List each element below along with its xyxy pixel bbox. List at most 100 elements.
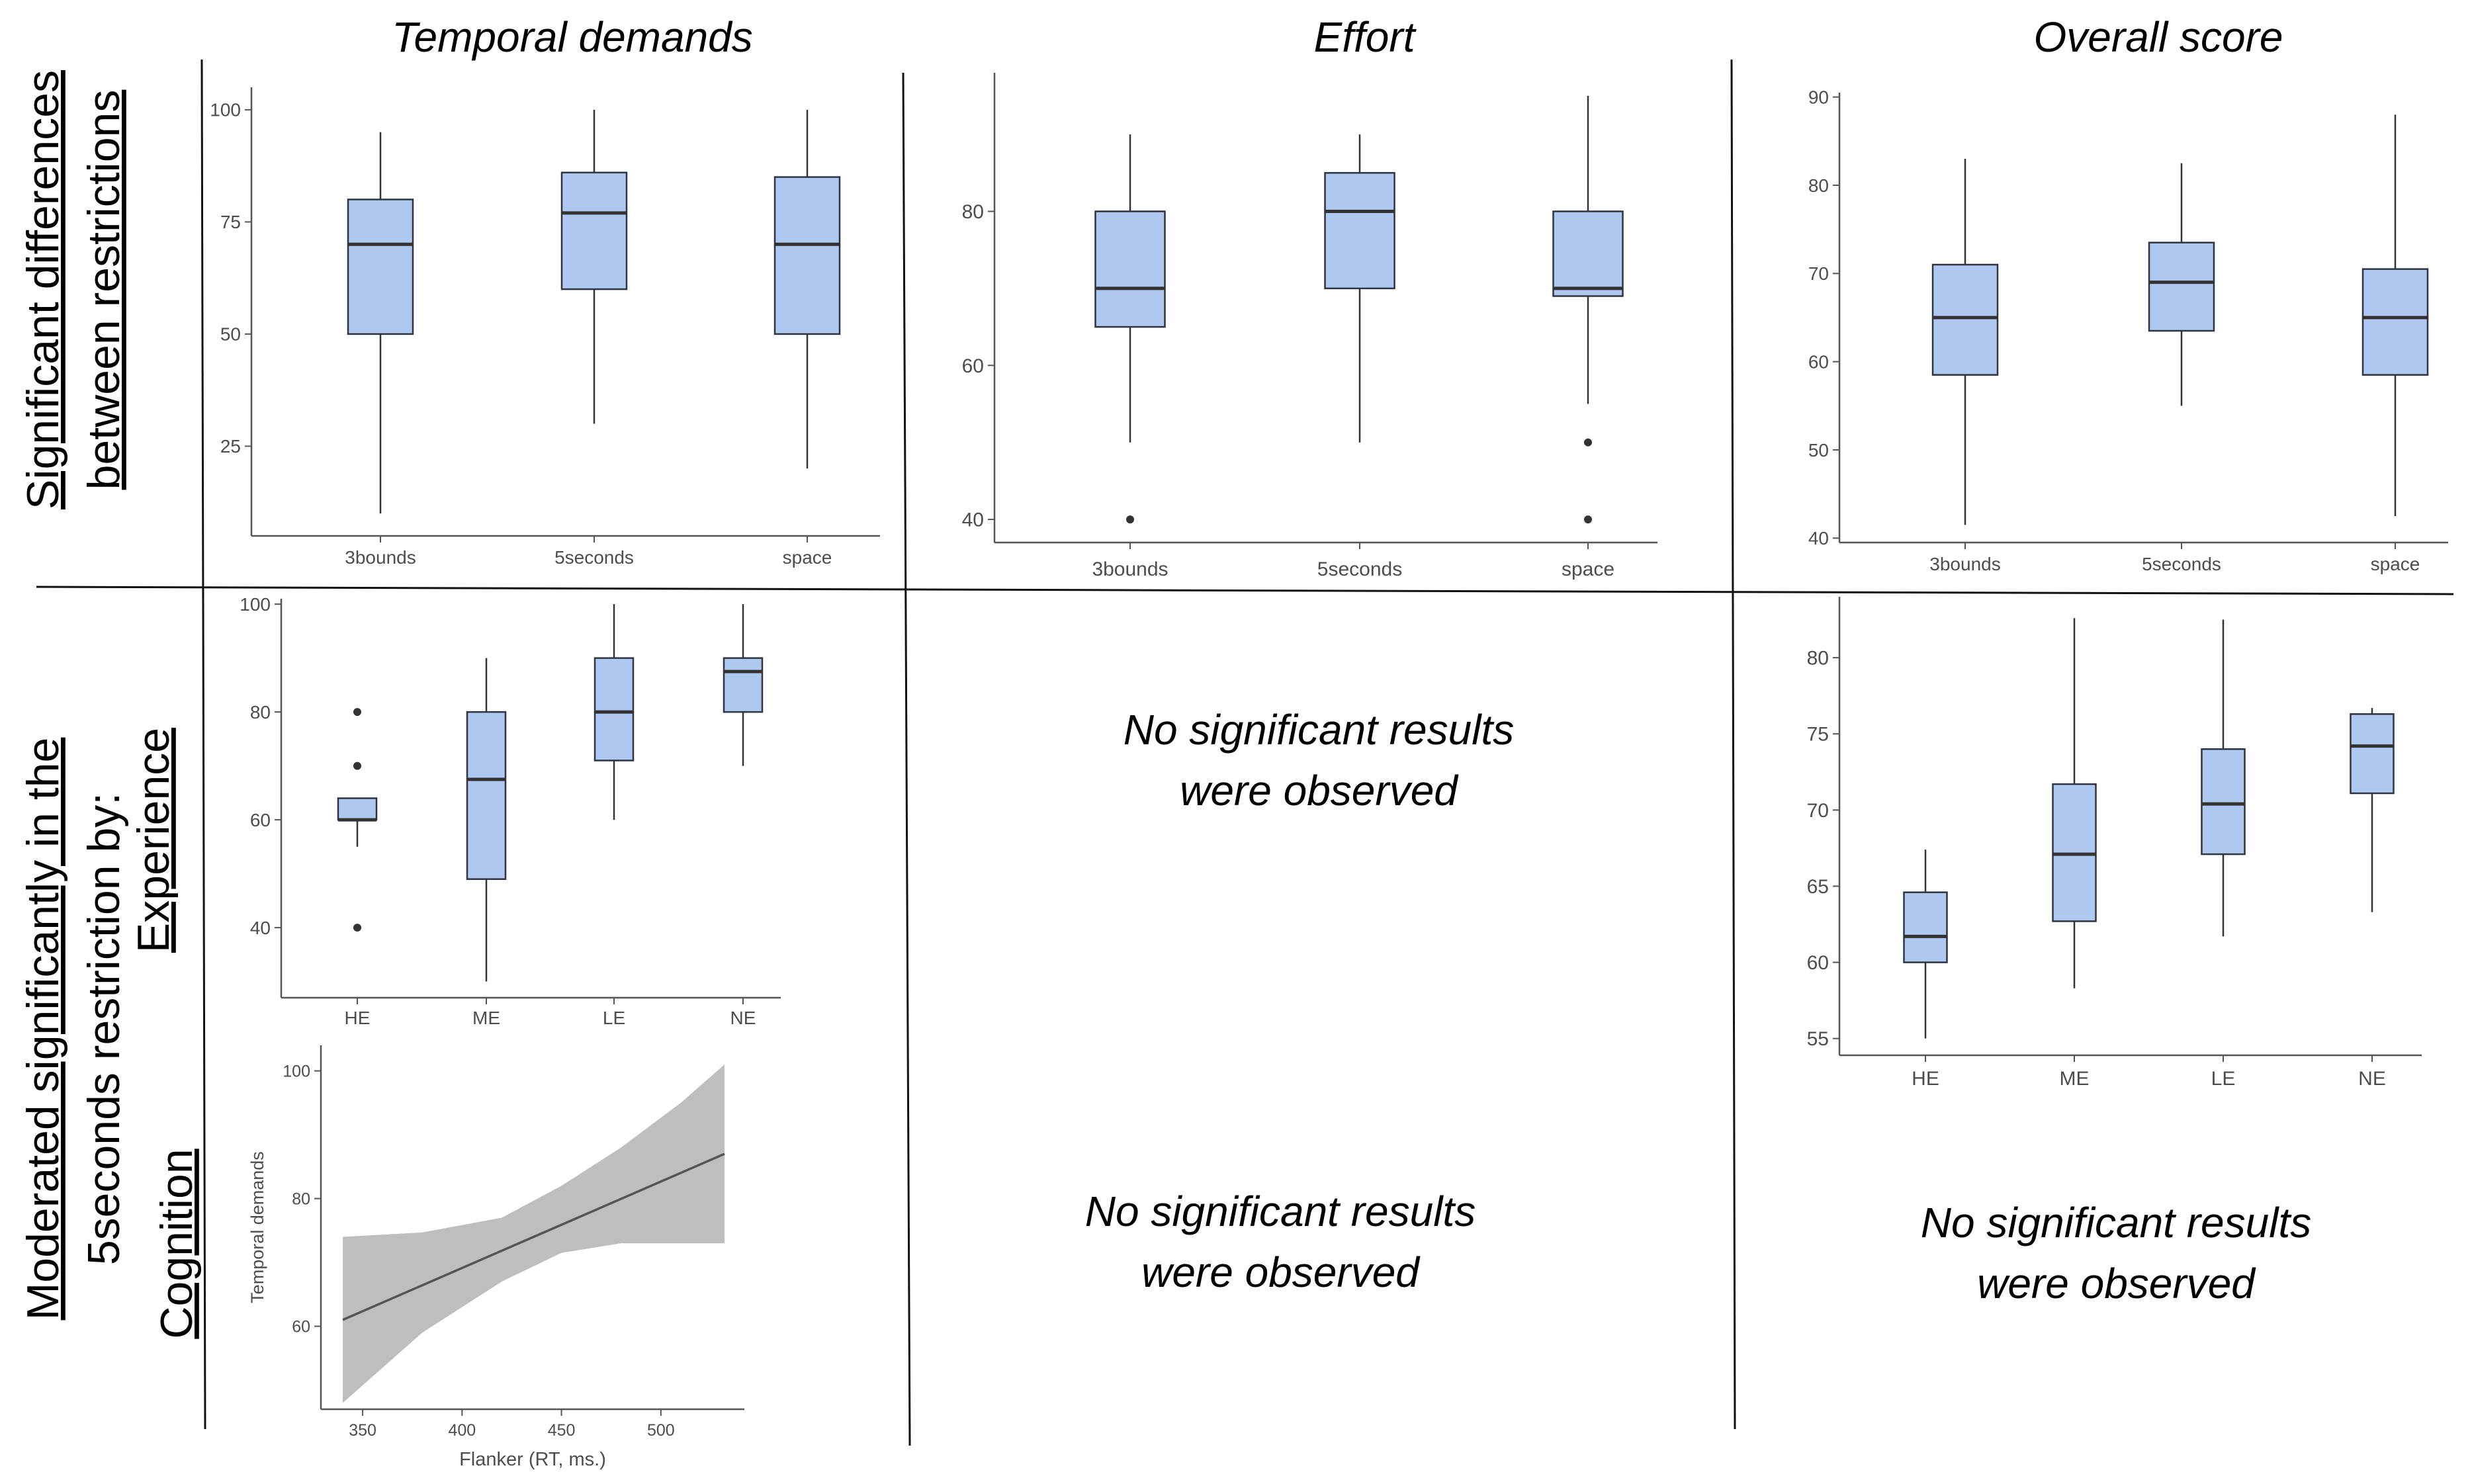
y-tick-label: 80 — [292, 1190, 310, 1209]
box-5seconds — [560, 171, 628, 290]
row-header-bottom-line2: 5seconds restriction by: — [79, 793, 129, 1265]
box-space — [1552, 210, 1624, 297]
outlier-point — [1584, 515, 1592, 524]
column-header-effort: Effort — [1314, 13, 1417, 61]
x-tick-label: 5seconds — [554, 547, 634, 568]
vertical-divider-1 — [200, 59, 206, 1430]
box-LE — [2201, 748, 2246, 855]
no-results-note-effort-experience: No significant results were observed — [1124, 706, 1514, 814]
no-results-line1: No significant results — [1085, 1188, 1476, 1235]
box-space — [773, 176, 841, 335]
confidence-band — [343, 1064, 725, 1403]
y-tick-label: 50 — [1808, 440, 1829, 460]
y-tick-label: 65 — [1807, 876, 1829, 898]
y-tick-label: 100 — [283, 1063, 310, 1081]
box-5seconds — [1324, 172, 1395, 290]
no-results-note-overall-cognition: No significant results were observed — [1921, 1199, 2311, 1307]
box-NE — [723, 657, 764, 713]
x-tick-label: HE — [1912, 1068, 1939, 1090]
y-tick-label: 40 — [1808, 528, 1829, 548]
box-LE — [594, 657, 635, 762]
y-tick-label: 60 — [962, 355, 984, 377]
y-axis-title: Temporal demands — [247, 1151, 267, 1303]
box-3bounds — [347, 198, 414, 335]
box-5seconds — [2148, 241, 2215, 332]
grid-dividers — [36, 59, 2454, 1446]
x-tick-label: 450 — [548, 1421, 576, 1440]
y-tick-label: 80 — [1808, 175, 1829, 196]
no-results-line2: were observed — [1180, 767, 1459, 814]
box-HE — [1903, 891, 1948, 963]
x-axis-title: Flanker (RT, ms.) — [459, 1449, 606, 1470]
y-tick-label: 70 — [1808, 263, 1829, 284]
y-tick-label: 40 — [962, 509, 984, 531]
y-tick-label: 50 — [220, 324, 241, 345]
y-tick-label: 60 — [1807, 952, 1829, 974]
x-tick-label: space — [2371, 554, 2420, 574]
column-header-temporal: Temporal demands — [392, 13, 753, 61]
x-tick-label: 3bounds — [1929, 554, 2000, 574]
no-results-line1: No significant results — [1124, 706, 1514, 754]
chart-temporal-restriction: 25 50 75 100 3bounds 5seconds space — [210, 87, 880, 568]
x-tick-label: 5seconds — [2142, 554, 2221, 574]
box-3bounds — [1094, 210, 1166, 328]
y-tick-label: 100 — [210, 100, 241, 120]
regression-line — [342, 1153, 725, 1321]
x-tick-label: 3bounds — [345, 547, 416, 568]
y-tick-label: 80 — [962, 201, 984, 223]
box-space — [2361, 268, 2429, 376]
outlier-point — [353, 708, 361, 717]
x-tick-label: HE — [345, 1008, 371, 1028]
x-tick-label: 5seconds — [1317, 558, 1402, 580]
y-tick-label: 70 — [1807, 800, 1829, 822]
x-tick-label: 350 — [349, 1421, 376, 1440]
y-tick-label: 80 — [1807, 648, 1829, 670]
outlier-point — [1126, 515, 1134, 524]
y-tick-label: 60 — [292, 1318, 310, 1336]
y-tick-label: 40 — [250, 918, 271, 938]
outlier-point — [353, 762, 361, 770]
horizontal-divider — [36, 586, 2454, 595]
row-header-cognition: Cognition — [152, 1149, 202, 1338]
y-tick-label: 75 — [1807, 724, 1829, 746]
x-tick-label: 500 — [647, 1421, 675, 1440]
row-header-experience: Experience — [128, 728, 179, 953]
vertical-divider-2 — [902, 72, 911, 1446]
y-tick-label: 60 — [250, 810, 271, 830]
x-tick-label: NE — [730, 1008, 756, 1028]
chart-effort-restriction: 40 60 80 3bounds 5seconds space — [962, 73, 1657, 580]
y-tick-label: 80 — [250, 702, 271, 722]
no-results-line2: were observed — [1141, 1248, 1421, 1296]
chart-temporal-cognition: 60 80 100 350 400 450 500 Flanker (RT, ms.) Temp… — [247, 1045, 744, 1470]
column-header-overall: Overall score — [2034, 13, 2283, 61]
x-tick-label: NE — [2358, 1068, 2386, 1090]
vertical-divider-3 — [1730, 59, 1736, 1430]
chart-overall-experience: 55 60 65 70 75 80 HE ME LE NE — [1807, 597, 2422, 1090]
x-tick-label: ME — [472, 1008, 500, 1028]
no-results-note-effort-cognition: No significant results were observed — [1085, 1188, 1476, 1296]
row-header-top-line1: Significant differences — [18, 70, 68, 509]
row-header-bottom-line1: Moderated significantly in the — [18, 738, 68, 1321]
y-tick-label: 100 — [240, 594, 271, 615]
chart-overall-restriction: 40 50 60 70 80 90 3bounds 5seconds space — [1808, 87, 2448, 574]
x-tick-label: 3bounds — [1092, 558, 1168, 580]
chart-temporal-experience: 40 60 80 100 HE ME LE NE — [240, 594, 781, 1028]
row-header-top-line2: between restrictions — [79, 90, 129, 490]
outlier-point — [353, 924, 361, 932]
box-ME — [466, 711, 507, 880]
y-tick-label: 55 — [1807, 1028, 1829, 1050]
x-tick-label: space — [1562, 558, 1614, 580]
box-NE — [2350, 713, 2395, 795]
box-3bounds — [1931, 263, 1999, 376]
y-tick-label: 25 — [220, 436, 241, 457]
x-tick-label: space — [783, 547, 832, 568]
x-tick-label: LE — [603, 1008, 625, 1028]
box-HE — [337, 797, 378, 821]
y-tick-label: 90 — [1808, 87, 1829, 107]
x-tick-label: 400 — [448, 1421, 476, 1440]
y-tick-label: 75 — [220, 212, 241, 232]
no-results-line1: No significant results — [1921, 1199, 2311, 1246]
y-tick-label: 60 — [1808, 351, 1829, 372]
x-tick-label: LE — [2211, 1068, 2236, 1090]
